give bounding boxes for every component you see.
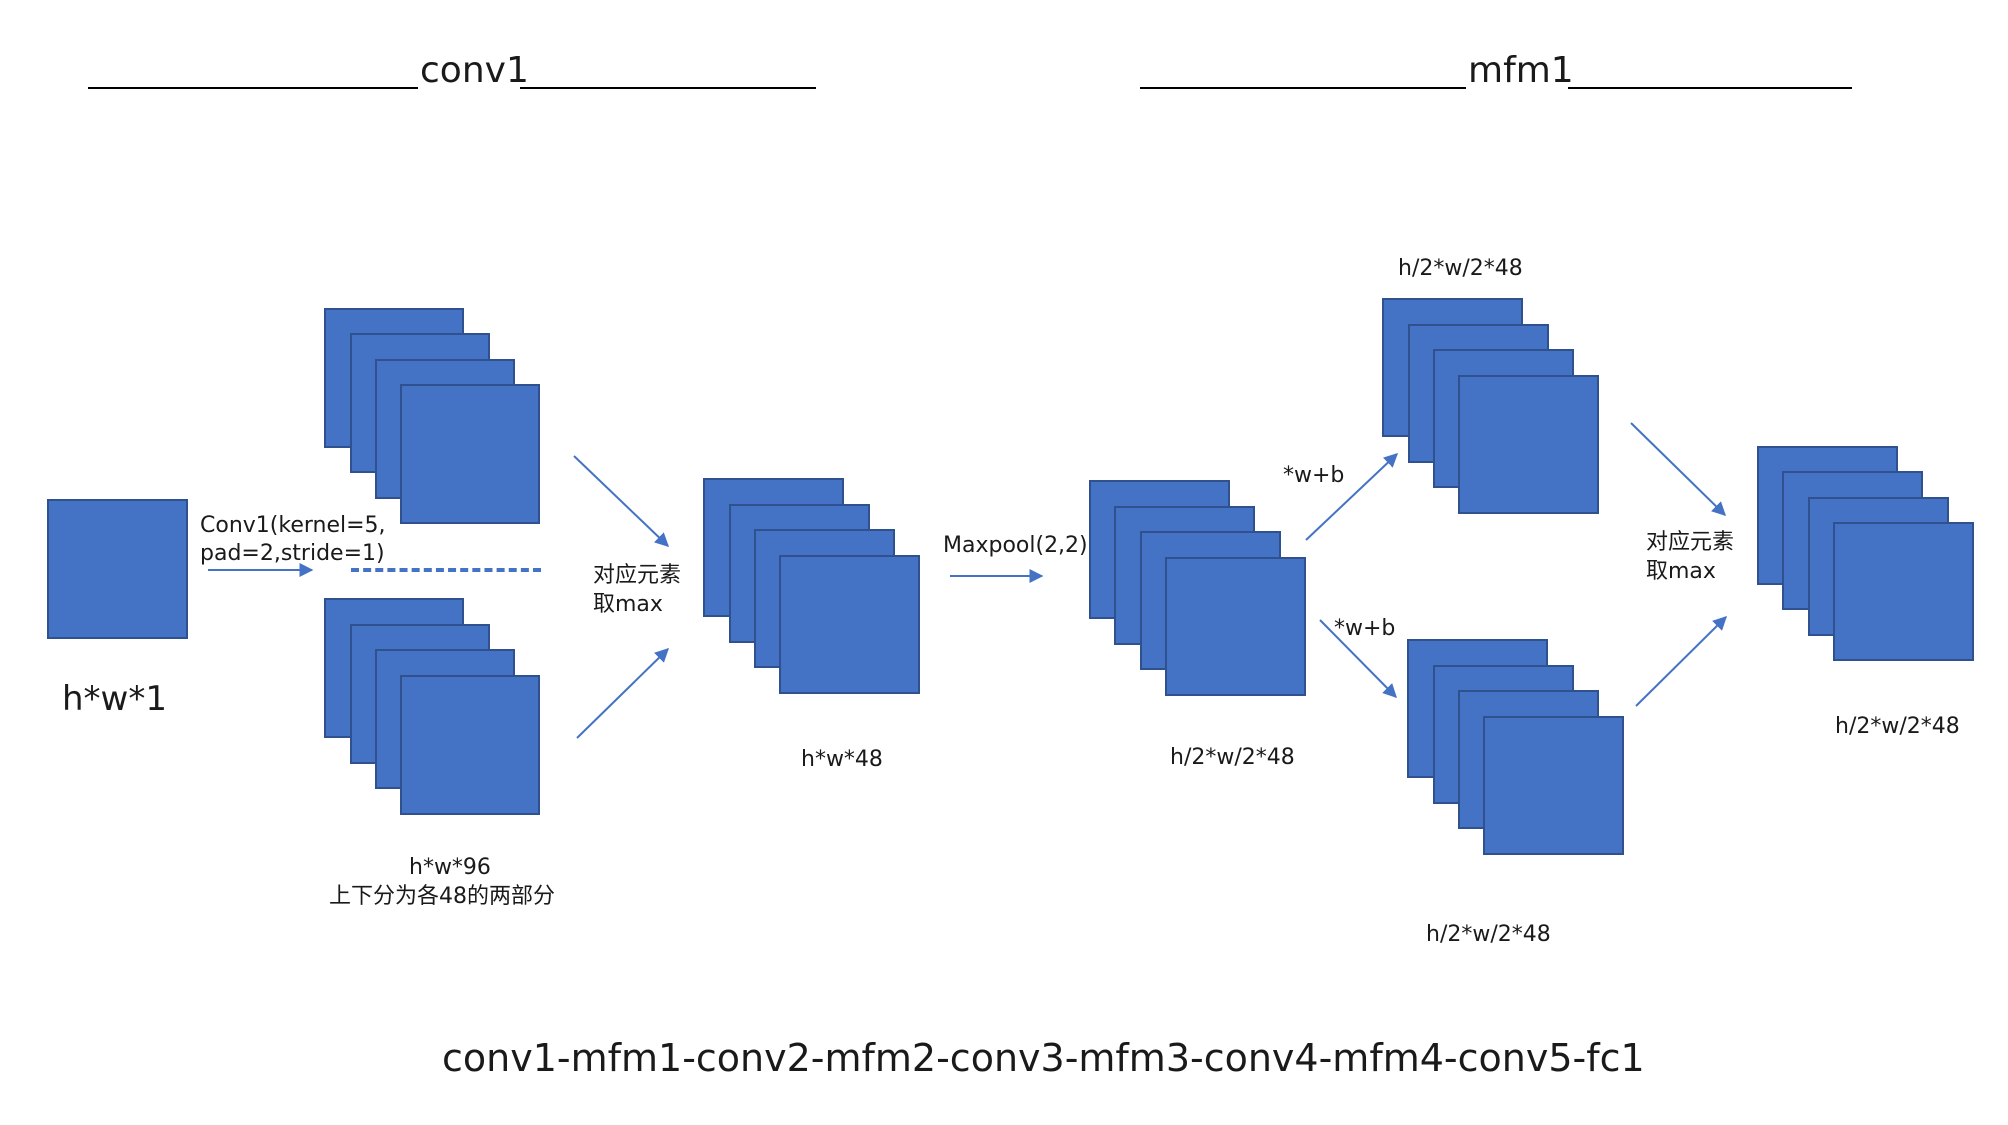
mfm1-rule-left [1140, 87, 1466, 89]
arrow-top-branch-to-max [1630, 422, 1727, 516]
arrow-pool-to-bottom-branch [1319, 619, 1397, 698]
pool-out-map-4 [1165, 557, 1306, 696]
arrow-bottom-branch-to-max [1635, 616, 1727, 707]
pool-out-size-label: h/2*w/2*48 [1170, 745, 1295, 770]
input-feature-map [47, 499, 188, 639]
split-note-label: 上下分为各48的两部分 [329, 884, 555, 909]
final-out-map-4 [1833, 522, 1974, 661]
arrow-bottom-to-max [576, 648, 670, 739]
split-dashed-line [351, 568, 541, 572]
pool-op-label: Maxpool(2,2) [943, 533, 1088, 558]
branch-top-size-label: h/2*w/2*48 [1398, 256, 1523, 281]
mfm-out-size-label: h*w*48 [801, 747, 883, 772]
conv-op-label-line1: Conv1(kernel=5, [200, 513, 386, 538]
split-size-label: h*w*96 [409, 855, 491, 880]
conv1-top-map-4 [400, 384, 540, 524]
elementwise-max-1-line1: 对应元素 [593, 563, 682, 588]
conv-op-label-line2: pad=2,stride=1) [200, 541, 385, 566]
arrow-top-to-max [573, 455, 670, 547]
final-out-size-label: h/2*w/2*48 [1835, 714, 1960, 739]
arrow-pool-to-top-branch [1305, 453, 1399, 541]
pipeline-footer: conv1-mfm1-conv2-mfm2-conv3-mfm3-conv4-m… [442, 1036, 1645, 1080]
mfm-out-map-4 [779, 555, 920, 694]
conv1-rule-right [520, 87, 816, 89]
conv1-bottom-map-4 [400, 675, 540, 815]
input-size-label: h*w*1 [62, 679, 167, 719]
elementwise-max-2-line2: 取max [1646, 559, 1716, 584]
elementwise-max-2-line1: 对应元素 [1646, 530, 1735, 555]
linear-bottom-label: *w+b [1334, 616, 1396, 641]
branch-bottom-map-4 [1483, 716, 1624, 855]
branch-bottom-size-label: h/2*w/2*48 [1426, 922, 1551, 947]
conv1-header: conv1 [420, 50, 529, 91]
mfm1-header: mfm1 [1468, 50, 1574, 91]
conv1-rule-left [88, 87, 418, 89]
mfm1-rule-right [1568, 87, 1852, 89]
branch-top-map-4 [1458, 375, 1599, 514]
elementwise-max-1-line2: 取max [593, 592, 663, 617]
linear-top-label: *w+b [1283, 463, 1345, 488]
